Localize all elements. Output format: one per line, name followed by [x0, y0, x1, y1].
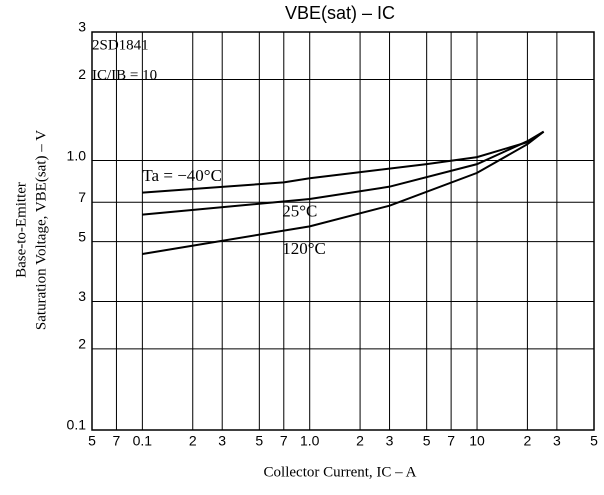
x-axis-label: Collector Current, IC – A: [264, 464, 417, 480]
x-tick-label: 0.1: [133, 433, 153, 449]
series-line: [142, 130, 545, 255]
plot-frame: [91, 31, 595, 431]
chart-title: VBE(sat) – IC: [285, 3, 395, 23]
y-tick-label: 3: [78, 288, 86, 304]
y-axis-label: Base-to-Emitter: [13, 182, 29, 278]
x-tick-label: 5: [590, 433, 598, 449]
series-label: Ta = −40°C: [142, 166, 222, 185]
x-tick-label: 1.0: [300, 433, 320, 449]
y-tick-label: 7: [78, 189, 86, 205]
condition-label: IC/IB = 10: [92, 67, 157, 83]
y-tick-label: 5: [78, 228, 86, 244]
y-tick-label: 3: [78, 19, 86, 35]
x-tick-label: 2: [524, 433, 532, 449]
series-line: [142, 130, 545, 216]
x-tick-label: 3: [386, 433, 394, 449]
y-tick-label: 0.1: [67, 417, 87, 433]
series-label: 120°C: [282, 239, 326, 258]
series-label: 25°C: [282, 201, 317, 220]
x-tick-label: 5: [88, 433, 96, 449]
y-tick-label: 2: [78, 336, 86, 352]
x-tick-label: 7: [280, 433, 288, 449]
x-tick-label: 2: [356, 433, 364, 449]
y-tick-label: 2: [78, 66, 86, 82]
x-tick-label: 5: [423, 433, 431, 449]
x-tick-label: 7: [447, 433, 455, 449]
device-label: 2SD1841: [92, 37, 149, 53]
x-tick-label: 2: [189, 433, 197, 449]
x-tick-label: 10: [469, 433, 485, 449]
y-axis-label: Saturation Voltage, VBE(sat) – V: [33, 130, 49, 330]
y-tick-label: 1.0: [67, 147, 87, 163]
x-tick-label: 7: [113, 433, 121, 449]
x-tick-label: 5: [255, 433, 263, 449]
x-tick-label: 3: [553, 433, 561, 449]
x-tick-label: 3: [218, 433, 226, 449]
